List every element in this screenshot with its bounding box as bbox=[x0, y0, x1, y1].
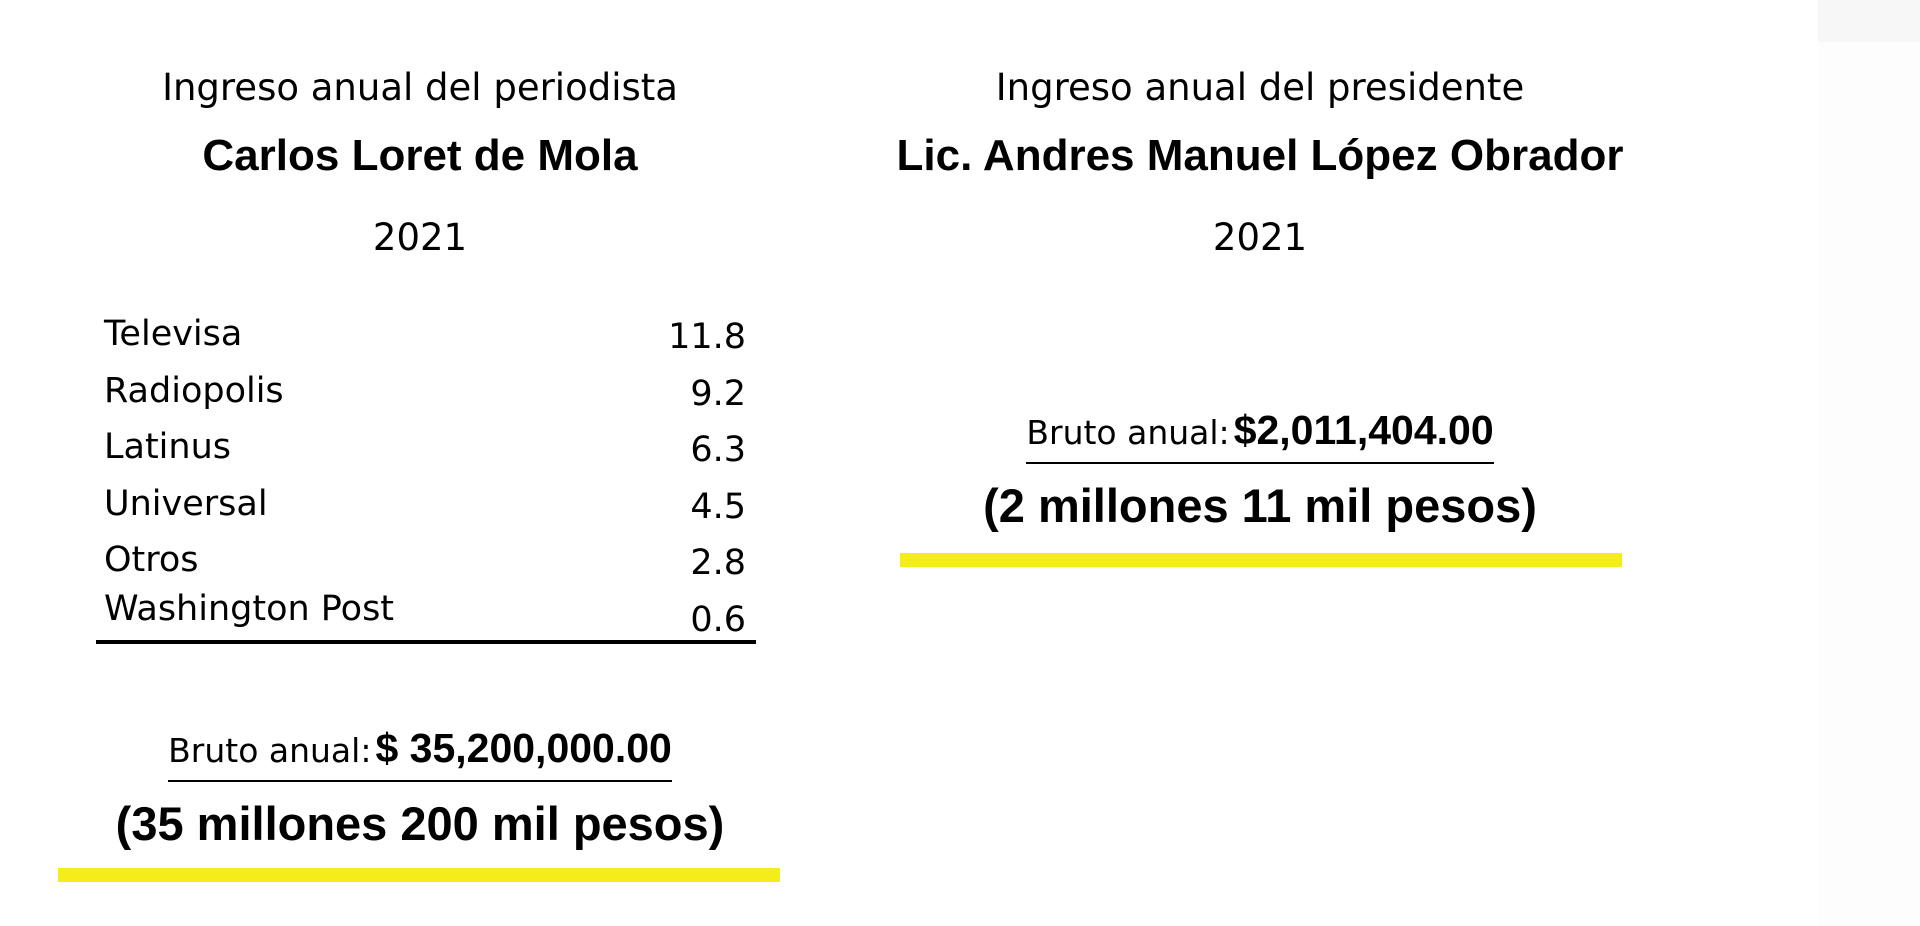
income-amount: 6.3 bbox=[690, 430, 746, 470]
income-amount: 11.8 bbox=[668, 317, 746, 357]
income-row: Otros 2.8 bbox=[104, 536, 746, 593]
president-gross-underline: Bruto anual: $2,011,404.00 bbox=[1026, 407, 1494, 464]
income-row: Radiopolis 9.2 bbox=[104, 367, 746, 424]
right-margin-shade bbox=[1818, 0, 1920, 926]
income-source: Washington Post bbox=[104, 588, 395, 629]
journalist-gross-label: Bruto anual: bbox=[168, 731, 372, 770]
journalist-gross-line: Bruto anual: $ 35,200,000.00 bbox=[0, 726, 840, 782]
president-year: 2021 bbox=[1212, 216, 1308, 259]
income-source: Televisa bbox=[104, 314, 243, 354]
president-gross-label: Bruto anual: bbox=[1026, 413, 1230, 452]
income-amount: 0.6 bbox=[690, 599, 746, 640]
income-source: Latinus bbox=[104, 427, 231, 467]
president-gross-words: (2 millones 11 mil pesos) bbox=[983, 479, 1537, 532]
president-name: Lic. Andres Manuel López Obrador bbox=[896, 131, 1624, 180]
president-highlight-bar bbox=[900, 553, 1622, 567]
journalist-name: Carlos Loret de Mola bbox=[202, 131, 638, 180]
income-source: Otros bbox=[104, 540, 199, 580]
journalist-gross-words: (35 millones 200 mil pesos) bbox=[115, 797, 725, 850]
president-gross-line: Bruto anual: $2,011,404.00 bbox=[840, 408, 1680, 464]
income-table: Televisa 11.8 Radiopolis 9.2 Latinus 6.3… bbox=[104, 310, 746, 649]
president-gross-value: $2,011,404.00 bbox=[1233, 407, 1494, 453]
table-total-rule bbox=[96, 640, 756, 644]
journalist-subtitle: Ingreso anual del periodista bbox=[162, 66, 678, 109]
journalist-gross-underline: Bruto anual: $ 35,200,000.00 bbox=[168, 726, 672, 782]
journalist-gross-value: $ 35,200,000.00 bbox=[375, 725, 672, 771]
income-row: Washington Post 0.6 bbox=[104, 589, 746, 650]
income-amount: 2.8 bbox=[690, 543, 746, 583]
income-row: Televisa 11.8 bbox=[104, 310, 746, 367]
income-amount: 9.2 bbox=[690, 373, 746, 414]
journalist-highlight-bar bbox=[58, 868, 780, 882]
income-row: Universal 4.5 bbox=[104, 480, 746, 537]
income-amount: 4.5 bbox=[690, 486, 746, 527]
corner-box bbox=[1818, 0, 1920, 42]
president-subtitle: Ingreso anual del presidente bbox=[995, 66, 1525, 109]
journalist-year: 2021 bbox=[372, 216, 468, 259]
income-row: Latinus 6.3 bbox=[104, 423, 746, 480]
income-source: Radiopolis bbox=[104, 370, 284, 411]
income-source: Universal bbox=[104, 483, 268, 524]
